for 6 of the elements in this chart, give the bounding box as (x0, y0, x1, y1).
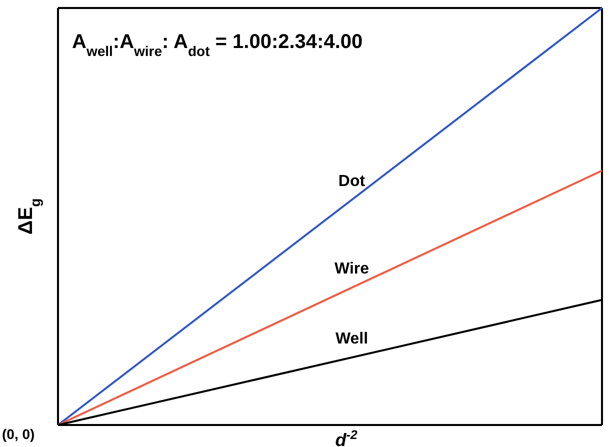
series-label: Wire (334, 260, 370, 278)
series-label: Well (335, 330, 368, 348)
annotation: A$_{well}$:A$_{wire}$: A$_{dot}$ = 1.00:2.34:4.00 (72, 31, 363, 59)
text: (0, 0) (2, 426, 35, 442)
x-axis-title: d$^{-2}$ (335, 428, 358, 447)
series-label: Dot (338, 172, 366, 190)
